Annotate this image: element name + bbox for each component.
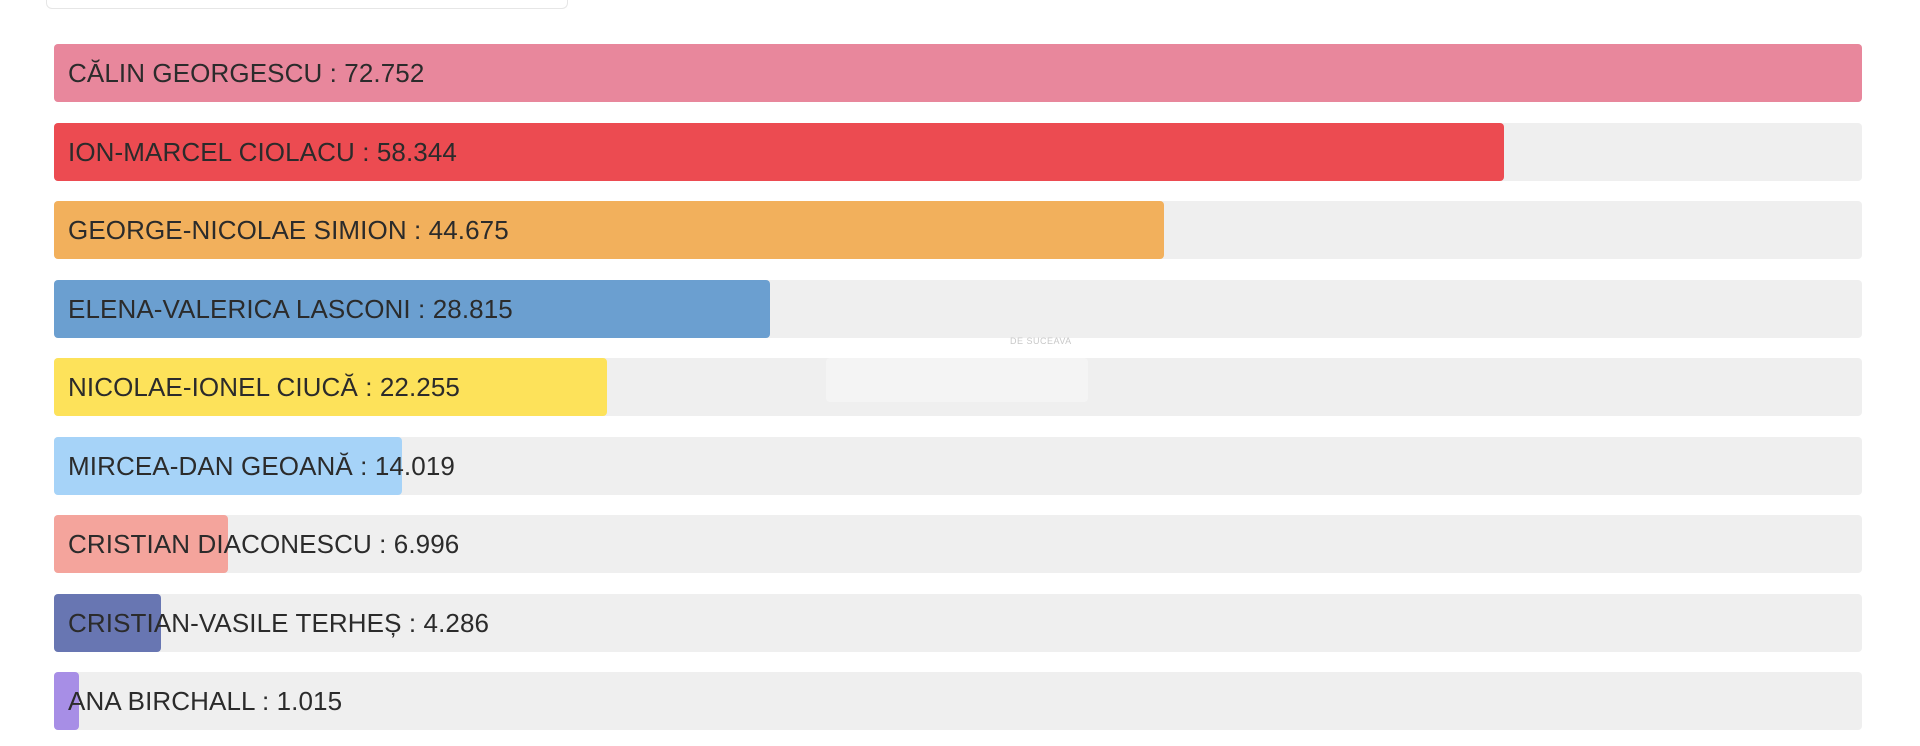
bar-fill	[54, 279, 771, 338]
bar-track: GEORGE-NICOLAE SIMION : 44.675	[54, 201, 1862, 259]
bar-track: CĂLIN GEORGESCU : 72.752	[54, 44, 1862, 102]
bar-label: GEORGE-NICOLAE SIMION : 44.675	[68, 215, 509, 245]
bar-track: CRISTIAN-VASILE TERHEȘ : 4.286	[54, 593, 1862, 652]
bar-track: CRISTIAN DIACONESCU : 6.996	[54, 515, 1862, 573]
bar-label: CRISTIAN DIACONESCU : 6.996	[68, 529, 460, 559]
bar-label: CĂLIN GEORGESCU : 72.752	[68, 58, 425, 88]
watermark-overlay	[826, 358, 1088, 402]
watermark-text: DE SUCEAVA	[1010, 336, 1072, 346]
bar-track: MIRCEA-DAN GEOANĂ : 14.019	[54, 436, 1862, 495]
bar-track: ANA BIRCHALL : 1.015	[54, 672, 1862, 730]
bar-fill	[54, 201, 1165, 259]
top-panel-edge	[46, 0, 568, 9]
bar-fill	[54, 672, 80, 730]
bar-fill	[54, 515, 228, 573]
bar-fill	[54, 593, 161, 652]
bar-label: ELENA-VALERICA LASCONI : 28.815	[68, 293, 513, 324]
bar-fill	[54, 122, 1504, 181]
bar-label: NICOLAE-IONEL CIUCĂ : 22.255	[68, 372, 460, 402]
bar-label: CRISTIAN-VASILE TERHEȘ : 4.286	[68, 607, 490, 638]
bar-fill	[54, 436, 403, 495]
vote-results-bar-chart: CĂLIN GEORGESCU : 72.752 ION-MARCEL CIOLA…	[54, 44, 1862, 734]
bar-track: ION-MARCEL CIOLACU : 58.344	[54, 122, 1862, 181]
bar-label: MIRCEA-DAN GEOANĂ : 14.019	[68, 450, 455, 481]
bar-label: ANA BIRCHALL : 1.015	[68, 686, 343, 716]
bar-track: NICOLAE-IONEL CIUCĂ : 22.255	[54, 358, 1862, 416]
bar-fill	[54, 44, 1862, 102]
bar-fill	[54, 358, 608, 416]
bar-label: ION-MARCEL CIOLACU : 58.344	[68, 136, 457, 167]
bar-track: ELENA-VALERICA LASCONI : 28.815	[54, 279, 1862, 338]
